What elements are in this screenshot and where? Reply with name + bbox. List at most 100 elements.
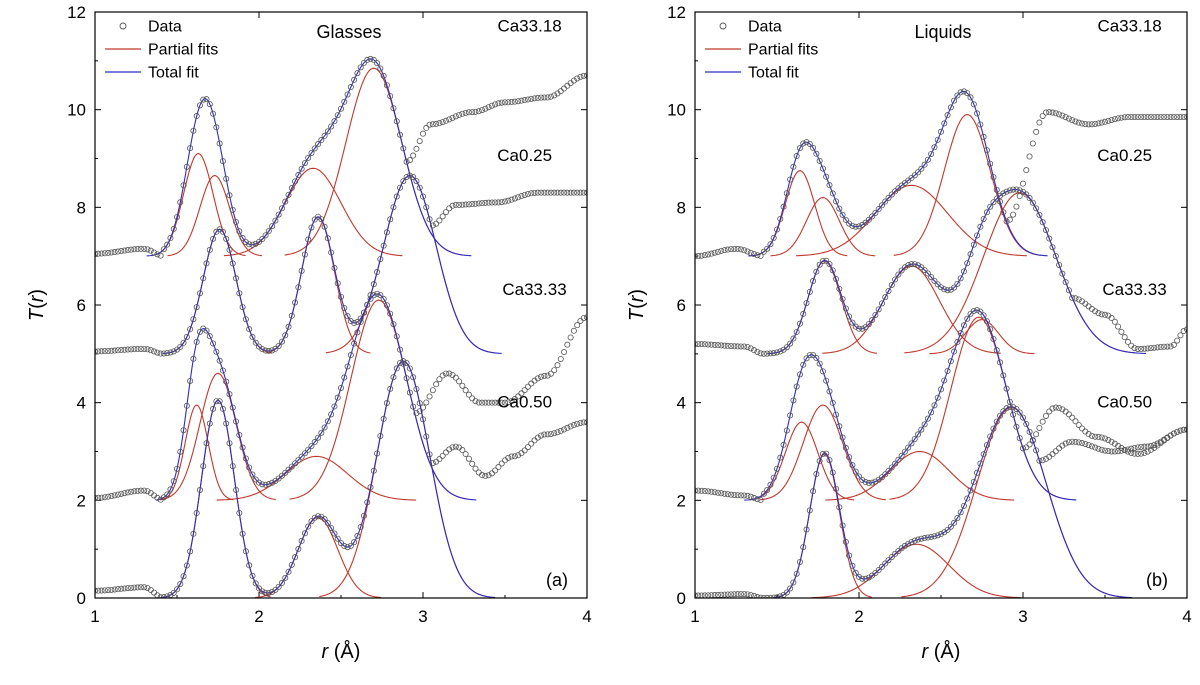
data-point: [387, 310, 394, 317]
data-point: [1046, 109, 1053, 116]
data-point: [469, 395, 476, 402]
data-point: [538, 432, 545, 439]
data-point: [160, 246, 167, 253]
legend-data-marker: [119, 22, 127, 30]
data-point: [806, 507, 813, 514]
data-point: [1036, 457, 1043, 464]
data-point: [164, 593, 171, 598]
data-point: [570, 422, 577, 429]
data-point: [567, 189, 574, 196]
data-point: [957, 89, 964, 96]
data-point: [859, 325, 866, 332]
data-point: [118, 490, 125, 497]
data-point: [1049, 405, 1056, 412]
legend-entry: Total fit: [148, 65, 199, 82]
data-point: [842, 444, 849, 451]
data-point: [492, 199, 499, 206]
data-point: [872, 311, 879, 318]
data-point: [423, 124, 430, 131]
data-point: [990, 174, 997, 181]
data-point: [262, 347, 269, 354]
data-point: [954, 280, 961, 287]
data-point: [426, 121, 433, 128]
data-point: [229, 463, 236, 470]
data-point: [311, 145, 318, 152]
data-point: [1020, 414, 1027, 421]
data-point: [941, 120, 948, 127]
data-point: [875, 566, 882, 573]
data-point: [574, 75, 581, 82]
data-point: [836, 504, 843, 511]
data-point: [200, 96, 207, 103]
data-point: [816, 261, 823, 268]
data-point: [1180, 426, 1187, 433]
data-point: [869, 479, 876, 486]
data-point: [515, 98, 522, 105]
curve-label: Ca33.33: [1102, 280, 1166, 299]
data-point: [164, 241, 171, 248]
curve-label: Ca33.18: [1097, 17, 1161, 36]
data-point: [1029, 140, 1036, 147]
data-point: [751, 494, 758, 501]
data-point: [95, 494, 102, 501]
data-point: [819, 450, 826, 457]
data-point: [856, 223, 863, 230]
data-point: [928, 409, 935, 416]
data-point: [105, 249, 112, 256]
data-point: [124, 346, 131, 353]
data-point: [577, 73, 584, 80]
data-point: [213, 124, 220, 131]
data-point: [1036, 211, 1043, 218]
data-point: [751, 593, 758, 598]
data-point: [819, 368, 826, 375]
data-point: [849, 462, 856, 469]
data-point: [321, 223, 328, 230]
data-point: [505, 197, 512, 204]
data-point: [354, 319, 361, 326]
data-point: [383, 399, 390, 406]
data-point: [924, 270, 931, 277]
data-point: [259, 235, 266, 242]
data-point: [515, 393, 522, 400]
data-point: [456, 111, 463, 118]
data-point: [1013, 186, 1020, 193]
data-point: [918, 165, 925, 172]
data-point: [800, 544, 807, 551]
data-point: [360, 309, 367, 316]
data-point: [1170, 341, 1177, 348]
data-point: [311, 514, 318, 521]
data-point: [1072, 118, 1079, 125]
data-point: [997, 198, 1004, 205]
data-point: [800, 361, 807, 368]
data-point: [541, 189, 548, 196]
data-point: [787, 412, 794, 419]
data-point: [524, 191, 531, 198]
data-point: [416, 408, 423, 415]
data-point: [1006, 187, 1013, 194]
data-point: [924, 156, 931, 163]
data-point: [721, 247, 728, 254]
data-point: [531, 437, 538, 444]
data-point: [915, 262, 922, 269]
data-point: [324, 128, 331, 135]
data-point: [167, 235, 174, 242]
data-point: [124, 489, 131, 496]
data-point: [131, 488, 138, 495]
data-point: [970, 307, 977, 314]
data-point: [288, 561, 295, 568]
data-point: [1065, 287, 1072, 294]
data-point: [482, 105, 489, 112]
data-point: [98, 587, 105, 594]
data-point: [101, 348, 108, 355]
data-point: [259, 588, 266, 595]
data-point: [744, 343, 751, 350]
data-point: [226, 246, 233, 253]
y-axis-title: T(r): [26, 289, 48, 321]
data-point: [265, 589, 272, 596]
data-point: [892, 276, 899, 283]
data-point: [538, 189, 545, 196]
data-point: [341, 304, 348, 311]
data-point: [990, 336, 997, 343]
data-point: [918, 426, 925, 433]
data-point: [111, 492, 118, 499]
